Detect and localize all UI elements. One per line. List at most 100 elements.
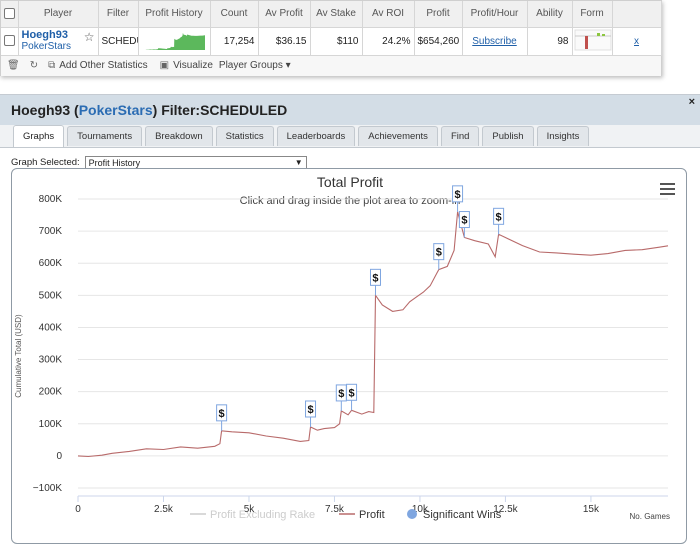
column-header-profit-hour[interactable]: Profit/Hour <box>462 1 528 28</box>
significant-win-label: $ <box>219 408 225 420</box>
profit-history-cell[interactable] <box>138 27 211 56</box>
significant-win-flag[interactable]: $ <box>458 211 470 238</box>
column-header-profit-history[interactable]: Profit History <box>138 1 211 28</box>
panel-header: Hoegh93 (PokerStars) Filter:SCHEDULED × <box>0 95 700 125</box>
significant-win-flag[interactable]: $ <box>305 400 317 427</box>
chart-menu-icon[interactable] <box>660 183 675 195</box>
y-tick-label: 400K <box>39 322 63 333</box>
count-cell: 17,254 <box>210 27 259 56</box>
significant-win-flag[interactable]: $ <box>452 185 464 212</box>
add-other-statistics-button[interactable]: Add Other Statistics <box>59 60 148 71</box>
player-stats-card: Player Filter Profit History Count Av Pr… <box>0 0 662 76</box>
significant-win-flag[interactable]: $ <box>346 383 358 411</box>
column-header-player[interactable]: Player <box>18 1 99 28</box>
remove-player-link[interactable]: x <box>634 35 639 47</box>
legend-profit-label: Profit <box>359 509 385 521</box>
profit-history-sparkline[interactable] <box>141 29 207 51</box>
significant-win-box <box>433 243 445 261</box>
tab-breakdown[interactable]: Breakdown <box>145 126 213 146</box>
column-header-av-profit[interactable]: Av Profit <box>258 1 311 28</box>
ability-cell: 98 <box>527 27 573 56</box>
stats-toolbar: 🗑 ↻ ⧉ Add Other Statistics ▣ Visualize P… <box>1 55 661 76</box>
x-tick-label: 10k <box>412 504 429 515</box>
player-cell[interactable]: Hoegh93 PokerStars ☆ <box>18 27 99 56</box>
tab-leaderboards[interactable]: Leaderboards <box>276 126 356 146</box>
significant-win-box <box>493 207 505 225</box>
profit-chart-container[interactable]: Total Profit Click and drag inside the p… <box>11 168 687 544</box>
significant-win-flag[interactable]: $ <box>216 404 228 431</box>
panel-title-player: Hoegh93 <box>11 102 71 118</box>
tab-graphs[interactable]: Graphs <box>13 125 65 147</box>
profit-cell: $654,260 <box>414 27 463 56</box>
tab-achievements[interactable]: Achievements <box>358 126 438 146</box>
av-profit-cell: $36.15 <box>258 27 311 56</box>
favorite-star-icon[interactable]: ☆ <box>83 29 95 44</box>
tab-tournaments[interactable]: Tournaments <box>67 126 143 146</box>
select-all-checkbox[interactable] <box>3 8 15 20</box>
player-filter-panel: Hoegh93 (PokerStars) Filter:SCHEDULED × … <box>0 94 700 550</box>
select-all-header[interactable] <box>1 1 19 28</box>
significant-win-label: $ <box>372 272 378 284</box>
row-checkbox[interactable] <box>4 35 15 47</box>
profit-chart[interactable]: Total Profit Click and drag inside the p… <box>12 169 687 544</box>
y-tick-label: 600K <box>39 258 63 269</box>
column-header-form[interactable]: Form <box>572 1 613 28</box>
significant-win-label: $ <box>496 211 502 223</box>
column-header-profit[interactable]: Profit <box>414 1 463 28</box>
panel-title-open-paren: ( <box>70 102 79 118</box>
legend-significant-wins-swatch <box>407 509 417 519</box>
form-cell <box>572 27 613 56</box>
x-tick-label: 12.5k <box>493 504 518 515</box>
row-select-cell[interactable] <box>1 27 19 56</box>
visualize-button[interactable]: Visualize <box>173 60 213 71</box>
player-name-link[interactable]: Hoegh93 <box>21 29 68 41</box>
trash-icon[interactable]: 🗑 <box>7 60 20 71</box>
tab-statistics[interactable]: Statistics <box>215 126 274 146</box>
significant-win-label: $ <box>436 247 442 259</box>
significant-win-flag[interactable]: $ <box>493 207 505 235</box>
graph-select-label: Graph Selected: <box>11 157 80 168</box>
close-panel-icon[interactable]: × <box>688 96 695 108</box>
significant-win-flag[interactable]: $ <box>433 243 445 270</box>
chart-subtitle: Click and drag inside the plot area to z… <box>240 195 461 207</box>
graphs-tab-body: Graph Selected: Profit History ▼ Total P… <box>0 147 700 550</box>
y-tick-label: −100K <box>33 483 63 494</box>
column-header-filter[interactable]: Filter <box>98 1 139 28</box>
subscribe-link[interactable]: Subscribe <box>472 35 517 47</box>
significant-win-flag[interactable]: $ <box>335 384 347 411</box>
av-stake-cell: $110 <box>310 27 363 56</box>
column-header-av-roi[interactable]: Av ROI <box>362 1 415 28</box>
legend-profit-excl-rake-label: Profit Excluding Rake <box>210 509 315 521</box>
player-groups-dropdown[interactable]: Player Groups ▾ <box>218 60 291 71</box>
significant-win-box <box>305 400 317 418</box>
y-tick-label: 700K <box>39 226 63 237</box>
significant-win-flag[interactable]: $ <box>369 268 381 296</box>
profit-hour-cell: Subscribe <box>462 27 528 56</box>
y-tick-label: 200K <box>39 387 63 398</box>
x-tick-label: 15k <box>583 504 600 515</box>
column-header-ability[interactable]: Ability <box>527 1 573 28</box>
visualize-icon: ▣ <box>159 60 170 71</box>
tab-insights[interactable]: Insights <box>536 126 590 146</box>
column-header-count[interactable]: Count <box>210 1 259 28</box>
panel-title-close-paren: ) <box>152 102 162 118</box>
y-tick-label: 500K <box>39 290 63 301</box>
form-chart-background <box>574 29 611 50</box>
filter-cell: SCHEDULED <box>98 27 139 56</box>
y-axis-label: Cumulative Total (USD) <box>14 314 23 398</box>
chart-menu-icon-bar <box>660 193 675 195</box>
chart-menu-icon-bar <box>660 183 675 185</box>
significant-win-box <box>369 268 381 286</box>
column-header-remove <box>612 1 662 28</box>
panel-title-filter: Filter:SCHEDULED <box>161 102 288 118</box>
form-chart-win-bar <box>601 33 605 36</box>
significant-win-box <box>452 185 464 203</box>
chevron-down-icon: ▼ <box>294 158 303 167</box>
table-row: Hoegh93 PokerStars ☆ SCHEDULED 17,254 $3… <box>1 27 662 56</box>
tab-publish[interactable]: Publish <box>482 126 534 146</box>
tab-find[interactable]: Find <box>440 126 480 146</box>
player-site-link[interactable]: PokerStars <box>21 41 71 52</box>
column-header-av-stake[interactable]: Av Stake <box>310 1 363 28</box>
refresh-icon[interactable]: ↻ <box>29 60 39 71</box>
